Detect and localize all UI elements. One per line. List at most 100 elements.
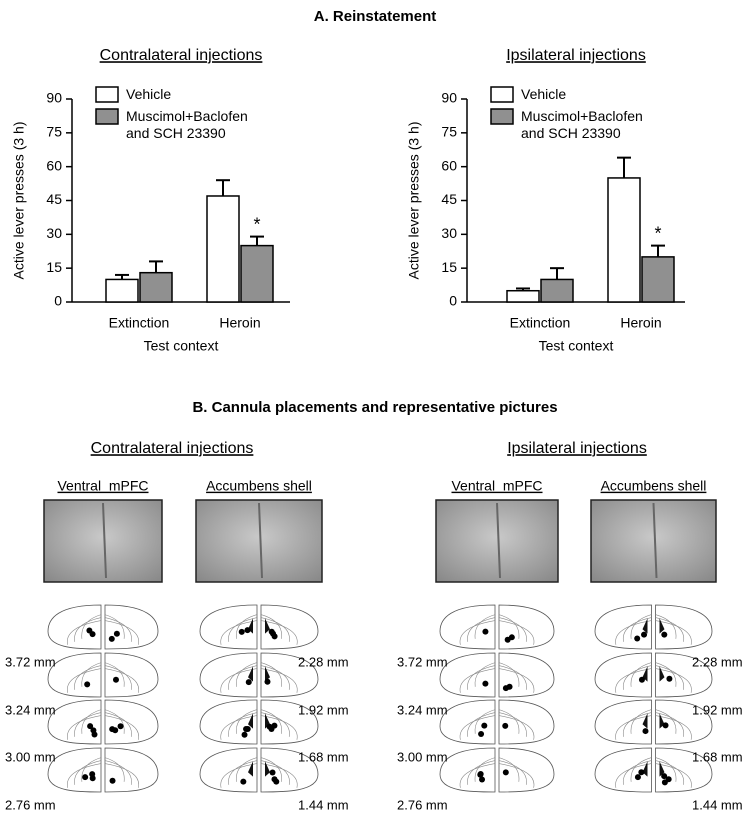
depth-label: 1.68 mm <box>692 749 743 764</box>
y-tick-label: 0 <box>449 293 457 309</box>
region-title: Ventral mPFC <box>57 478 148 494</box>
section-contour <box>104 620 139 645</box>
region-title: Ventral mPFC <box>451 478 542 494</box>
brain-section <box>199 747 319 793</box>
bar <box>206 195 240 303</box>
section-contour <box>236 757 258 782</box>
histology-photo <box>195 499 323 583</box>
placement-dot <box>502 769 509 776</box>
section-contour <box>260 614 282 639</box>
y-tick-label: 15 <box>441 259 457 275</box>
section-contour <box>655 614 677 639</box>
brain-section <box>594 699 713 745</box>
section-contour <box>260 715 298 740</box>
section-outline <box>260 747 319 793</box>
photo-midline <box>496 502 501 579</box>
section-contour <box>104 757 125 782</box>
section-contour <box>81 757 102 782</box>
section-outline <box>47 699 102 745</box>
placement-dot <box>638 769 645 776</box>
section-outline <box>655 747 713 793</box>
placement-dot <box>240 778 247 785</box>
section-contour <box>104 709 125 734</box>
placement-dot <box>112 676 119 683</box>
placement-dot <box>642 728 649 735</box>
section-outline <box>260 699 319 745</box>
section-contour <box>81 662 102 687</box>
section-outline <box>439 604 496 650</box>
brain-section <box>439 652 555 698</box>
x-tick-label: Extinction <box>510 315 571 331</box>
section-contour <box>81 614 102 639</box>
depth-label: 3.72 mm <box>397 654 448 669</box>
section-contour <box>459 715 496 740</box>
placement-dot <box>661 631 668 638</box>
ventricle <box>265 761 270 777</box>
section-contour <box>498 709 520 734</box>
placement-dot <box>87 723 94 730</box>
y-tick-label: 45 <box>441 191 457 207</box>
legend-label: Vehicle <box>126 86 172 102</box>
depth-label: 1.44 mm <box>692 797 743 812</box>
depth-label: 2.76 mm <box>5 797 56 812</box>
histology-photo <box>43 499 163 583</box>
placement-dot <box>269 769 276 776</box>
x-tick-label: Heroin <box>219 315 260 331</box>
section-contour <box>220 668 258 693</box>
brain-section <box>439 699 555 745</box>
y-tick-label: 75 <box>46 124 62 140</box>
section-contour <box>474 614 496 639</box>
section-outline <box>498 604 555 650</box>
brain-section <box>47 652 159 698</box>
section-contour <box>615 620 652 645</box>
placement-dot <box>113 630 120 637</box>
depth-label: 3.72 mm <box>5 654 56 669</box>
section-outline <box>47 652 102 698</box>
section-contour <box>104 763 139 788</box>
bar <box>540 278 574 303</box>
ventricle <box>265 618 270 634</box>
placement-dot <box>634 774 641 781</box>
legend-label-box: Muscimol+Baclofen and SCH 23390 <box>521 108 643 141</box>
depth-label: 2.28 mm <box>692 654 743 669</box>
photo-midline <box>652 502 658 579</box>
section-contour <box>236 709 258 734</box>
section-contour <box>655 763 692 788</box>
section-contour <box>220 715 258 740</box>
placement-dot <box>245 679 252 686</box>
legend-label-box: Vehicle <box>126 86 172 102</box>
brain-section <box>47 604 159 650</box>
section-contour <box>615 763 652 788</box>
legend-swatch <box>490 86 514 103</box>
placement-dot <box>271 633 278 640</box>
section-contour <box>459 620 496 645</box>
placement-dot <box>271 722 278 729</box>
x-tick-label: Heroin <box>620 315 661 331</box>
panel-b-title: B. Cannula placements and representative… <box>192 399 557 416</box>
depth-label: 1.92 mm <box>298 702 349 717</box>
section-outline <box>594 652 652 698</box>
section-contour <box>655 709 677 734</box>
bar <box>607 177 641 303</box>
placement-dot <box>89 775 96 782</box>
placement-dot <box>506 683 513 690</box>
placement-dot <box>264 678 271 685</box>
placement-dot <box>84 681 91 688</box>
section-outline <box>199 747 258 793</box>
legend-label: Vehicle <box>521 86 567 102</box>
depth-label: 3.24 mm <box>397 702 448 717</box>
section-contour <box>220 763 258 788</box>
placement-dot <box>243 726 250 733</box>
placement-dot <box>481 722 488 729</box>
legend-label-box: Muscimol+Baclofen and SCH 23390 <box>126 108 248 141</box>
ventricle <box>265 666 270 682</box>
chart-title: Ipsilateral injections <box>506 47 646 64</box>
section-contour <box>630 757 652 782</box>
section-outline <box>439 652 496 698</box>
placement-dot <box>241 731 248 738</box>
y-tick-label: 60 <box>46 157 62 173</box>
x-tick-label: Extinction <box>109 315 170 331</box>
section-outline <box>47 747 102 793</box>
placement-dot <box>91 731 98 738</box>
section-contour <box>260 709 282 734</box>
